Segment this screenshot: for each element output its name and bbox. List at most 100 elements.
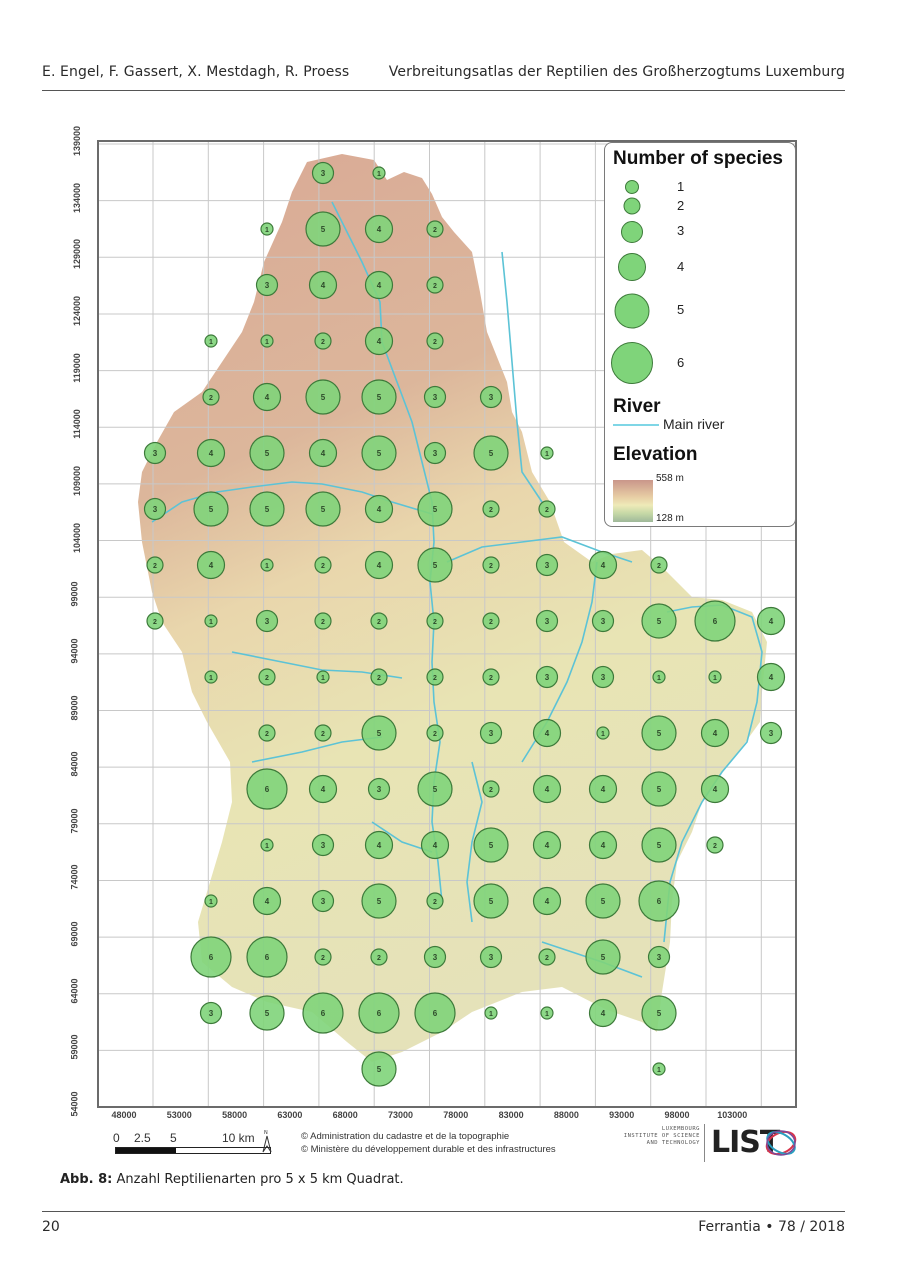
species-circle: 2 bbox=[482, 556, 500, 574]
species-circle: 2 bbox=[370, 668, 388, 686]
svg-text:2: 2 bbox=[433, 675, 437, 682]
species-circle: 5 bbox=[473, 827, 509, 863]
species-circle: 1 bbox=[204, 614, 218, 628]
svg-text:1: 1 bbox=[545, 451, 549, 458]
species-circle: 3 bbox=[199, 1001, 223, 1025]
svg-text:4: 4 bbox=[321, 449, 326, 458]
svg-text:2: 2 bbox=[321, 563, 325, 570]
svg-text:4: 4 bbox=[377, 337, 382, 346]
svg-text:4: 4 bbox=[377, 561, 382, 570]
species-circle: 4 bbox=[588, 550, 618, 580]
svg-text:2: 2 bbox=[433, 899, 437, 906]
y-tick-label: 129000 bbox=[72, 239, 83, 270]
x-tick-label: 98000 bbox=[664, 1110, 690, 1120]
species-circle: 6 bbox=[638, 880, 680, 922]
species-circle: 4 bbox=[532, 718, 562, 748]
y-tick-label: 139000 bbox=[72, 125, 83, 157]
species-circle: 2 bbox=[314, 724, 332, 742]
species-circle: 3 bbox=[479, 721, 503, 745]
svg-text:2: 2 bbox=[433, 283, 437, 290]
svg-text:1: 1 bbox=[657, 1067, 661, 1074]
x-tick-label: 48000 bbox=[111, 1110, 137, 1120]
svg-text:4: 4 bbox=[209, 449, 214, 458]
credit-cadastre: © Administration du cadastre et de la to… bbox=[301, 1131, 510, 1142]
legend-label-4: 4 bbox=[677, 259, 685, 274]
legend-circle-6 bbox=[611, 342, 653, 384]
svg-text:5: 5 bbox=[433, 505, 438, 514]
species-circle: 2 bbox=[202, 388, 220, 406]
svg-text:1: 1 bbox=[209, 619, 213, 626]
legend-label-2: 2 bbox=[677, 198, 685, 213]
y-tick-label: 84000 bbox=[69, 751, 80, 777]
svg-text:4: 4 bbox=[321, 281, 326, 290]
species-circle: 3 bbox=[423, 385, 447, 409]
svg-text:2: 2 bbox=[321, 619, 325, 626]
svg-text:4: 4 bbox=[601, 561, 606, 570]
legend-label-1: 1 bbox=[677, 179, 685, 194]
y-tick-label: 64000 bbox=[69, 978, 80, 1004]
species-circle: 3 bbox=[367, 777, 391, 801]
species-circle: 4 bbox=[364, 326, 394, 356]
svg-text:2: 2 bbox=[377, 955, 381, 962]
svg-text:4: 4 bbox=[601, 841, 606, 850]
map-canvas: 3 1 1 5 4 2 3 4 4 2 1 1 2 4 2 2 4 5 5 3 3 3 4 5 4 5 3 5 1 3 5 5 5 4 5 2 2 2 4 1… bbox=[99, 142, 795, 1106]
species-circle: 6 bbox=[246, 936, 288, 978]
footer-journal: Ferrantia • 78 / 2018 bbox=[698, 1219, 845, 1235]
species-circle: 3 bbox=[535, 609, 559, 633]
svg-text:2: 2 bbox=[489, 507, 493, 514]
svg-text:2: 2 bbox=[489, 619, 493, 626]
svg-text:4: 4 bbox=[321, 785, 326, 794]
scale-label-2-5: 2.5 bbox=[134, 1131, 151, 1145]
svg-text:N: N bbox=[264, 1130, 268, 1136]
species-circle: 3 bbox=[311, 161, 335, 185]
legend-river-label: Main river bbox=[663, 416, 725, 432]
species-circle: 1 bbox=[260, 222, 274, 236]
y-tick-label: 124000 bbox=[72, 295, 83, 326]
y-tick-label: 59000 bbox=[69, 1034, 80, 1060]
svg-text:3: 3 bbox=[321, 169, 326, 178]
x-tick-label: 53000 bbox=[166, 1110, 192, 1120]
species-circle: 2 bbox=[426, 668, 444, 686]
species-circle: 5 bbox=[417, 547, 453, 583]
svg-text:5: 5 bbox=[377, 449, 382, 458]
species-circle: 2 bbox=[426, 612, 444, 630]
svg-text:2: 2 bbox=[433, 227, 437, 234]
legend-circle-4 bbox=[618, 253, 646, 281]
svg-text:3: 3 bbox=[321, 897, 326, 906]
species-circle: 5 bbox=[473, 435, 509, 471]
svg-text:5: 5 bbox=[321, 505, 326, 514]
svg-text:4: 4 bbox=[545, 841, 550, 850]
species-circle: 3 bbox=[143, 497, 167, 521]
species-circle: 3 bbox=[311, 833, 335, 857]
species-circle: 4 bbox=[308, 270, 338, 300]
legend-species-title: Number of species bbox=[613, 148, 783, 169]
species-circle: 4 bbox=[532, 830, 562, 860]
species-circle: 4 bbox=[196, 550, 226, 580]
svg-text:4: 4 bbox=[601, 785, 606, 794]
legend-label-6: 6 bbox=[677, 355, 685, 370]
species-circle: 3 bbox=[143, 441, 167, 465]
y-tick-label: 54000 bbox=[69, 1091, 80, 1117]
species-circle: 4 bbox=[364, 214, 394, 244]
species-circle: 5 bbox=[585, 939, 621, 975]
svg-text:4: 4 bbox=[265, 393, 270, 402]
species-circle: 1 bbox=[204, 894, 218, 908]
svg-text:5: 5 bbox=[433, 785, 438, 794]
svg-text:2: 2 bbox=[209, 395, 213, 402]
species-circle: 1 bbox=[540, 446, 554, 460]
svg-text:1: 1 bbox=[601, 731, 605, 738]
svg-text:4: 4 bbox=[265, 897, 270, 906]
species-circle: 5 bbox=[193, 491, 229, 527]
legend-river-title: River bbox=[613, 396, 661, 417]
svg-text:5: 5 bbox=[209, 505, 214, 514]
species-circle: 2 bbox=[482, 780, 500, 798]
figure-caption: Abb. 8: Anzahl Reptilienarten pro 5 x 5 … bbox=[60, 1172, 404, 1187]
svg-text:5: 5 bbox=[657, 785, 662, 794]
svg-text:4: 4 bbox=[713, 785, 718, 794]
species-circle: 1 bbox=[372, 166, 386, 180]
north-arrow-icon: N bbox=[260, 1128, 274, 1154]
legend-circle-1 bbox=[625, 180, 639, 194]
svg-text:1: 1 bbox=[209, 339, 213, 346]
species-circle: 4 bbox=[364, 830, 394, 860]
species-circle: 1 bbox=[260, 838, 274, 852]
